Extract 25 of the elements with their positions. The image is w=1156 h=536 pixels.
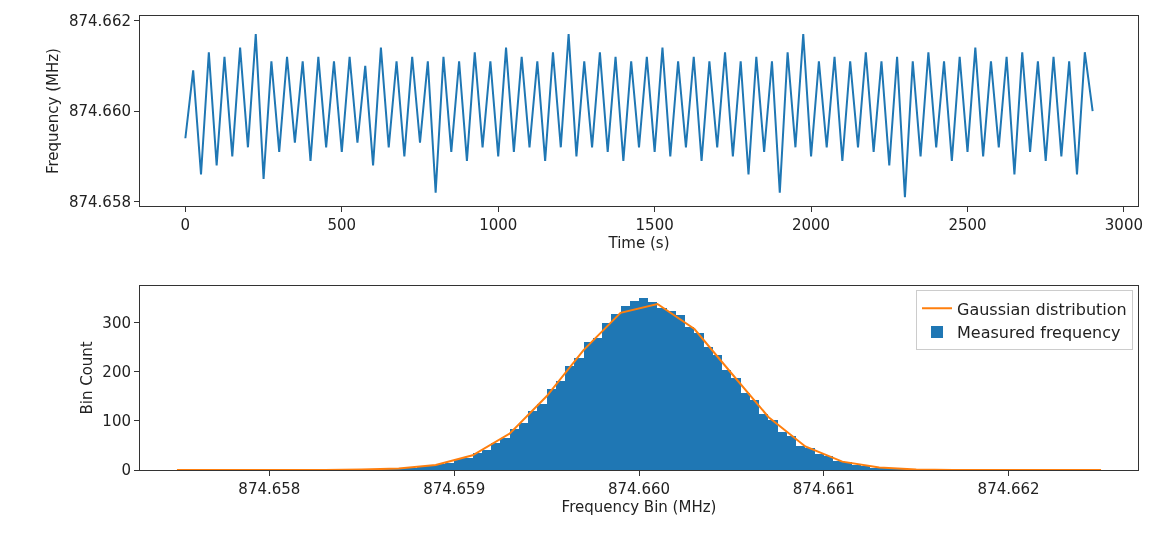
- y-tick-label: 0: [121, 461, 131, 480]
- x-tick-label: 874.662: [977, 480, 1040, 498]
- x-axis-title: Time (s): [607, 234, 670, 253]
- y-tick-label: 200: [102, 363, 131, 382]
- x-tick-label: 1000: [479, 216, 518, 235]
- x-tick-label: 874.661: [792, 480, 855, 498]
- x-tick-label: 874.660: [607, 480, 671, 498]
- y-tick-label: 874.662: [68, 11, 131, 30]
- x-tick-label: 874.659: [423, 480, 486, 498]
- x-tick-label: 3000: [1104, 216, 1144, 235]
- y-tick-label: 874.658: [68, 192, 131, 211]
- x-tick-label: 2000: [791, 216, 831, 235]
- legend-label: Measured frequency: [957, 323, 1121, 343]
- x-tick-label: 874.658: [238, 480, 301, 498]
- x-tick-label: 0: [180, 216, 191, 235]
- x-tick-label: 2500: [948, 216, 987, 235]
- y-axis-title: Frequency (MHz): [44, 48, 63, 175]
- y-tick-label: 100: [102, 412, 131, 431]
- y-tick-label: 874.660: [68, 102, 131, 121]
- legend-label: Gaussian distribution: [957, 299, 1127, 319]
- y-tick-label: 300: [102, 313, 131, 332]
- x-tick-label: 1500: [635, 216, 674, 235]
- y-axis-title: Bin Count: [77, 341, 96, 415]
- x-tick-label: 500: [327, 216, 357, 235]
- x-axis-title: Frequency Bin (MHz): [561, 498, 717, 516]
